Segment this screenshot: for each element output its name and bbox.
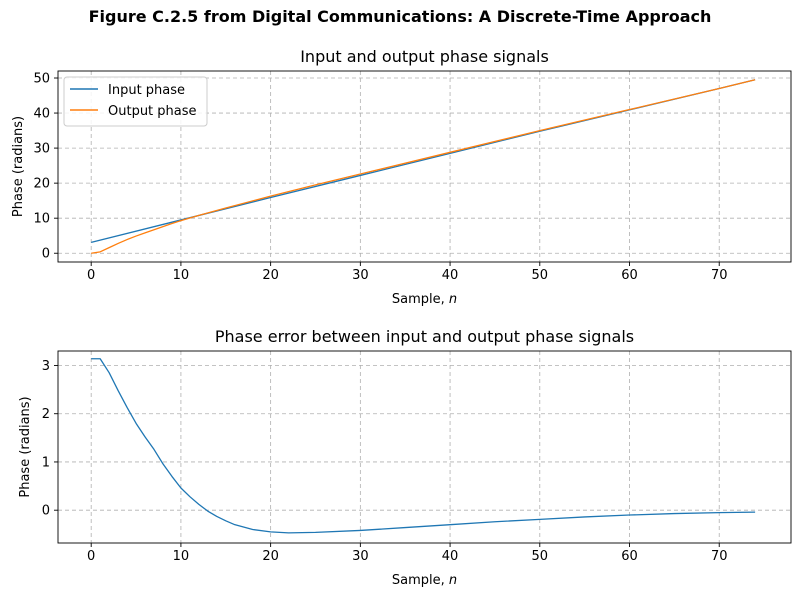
y-tick-label: 0 [42, 504, 50, 519]
y-tick-label: 1 [42, 455, 50, 470]
legend-label: Input phase [108, 83, 185, 98]
y-tick-label: 30 [33, 142, 50, 157]
legend-label: Output phase [108, 104, 197, 119]
y-tick-label: 40 [33, 107, 50, 122]
x-tick-label: 50 [532, 549, 549, 564]
y-axis-label: Phase (radians) [18, 396, 33, 497]
plot-1: 0 10 20 30 40 50 60 70 0 10 20 30 40 50 Input and outp… [11, 47, 792, 307]
x-tick-label: 0 [87, 268, 95, 283]
y-tick-label: 0 [42, 247, 50, 262]
x-tick-label: 10 [173, 268, 190, 283]
x-axis-label: Sample, n [392, 292, 457, 307]
y-tick-label: 2 [42, 407, 50, 422]
x-tick-label: 70 [711, 268, 728, 283]
figure-title: Figure C.2.5 from Digital Communications… [88, 7, 712, 26]
y-tick-label: 3 [42, 359, 50, 374]
x-tick-label: 60 [621, 549, 638, 564]
y-axis-label: Phase (radians) [11, 116, 26, 217]
y-tick-label: 50 [33, 72, 50, 87]
series-line-output-phase [91, 79, 756, 254]
axes-frame [57, 70, 792, 263]
axes-frame [57, 350, 792, 544]
x-tick-label: 30 [352, 268, 369, 283]
plot-2: 0 10 20 30 40 50 60 70 0 1 2 3 Phase error between i… [18, 327, 792, 588]
series-line-phase-error [91, 358, 756, 534]
x-tick-label: 50 [532, 268, 549, 283]
x-axis-label: Sample, n [392, 573, 457, 588]
x-tick-label: 10 [173, 549, 190, 564]
x-tick-label: 70 [711, 549, 728, 564]
x-tick-label: 20 [262, 549, 279, 564]
x-tick-label: 30 [352, 549, 369, 564]
plot-title: Input and output phase signals [300, 47, 549, 66]
legend: Input phase Output phase [63, 76, 208, 127]
y-tick-label: 10 [33, 212, 50, 227]
plot-title: Phase error between input and output pha… [215, 327, 634, 346]
x-tick-label: 40 [442, 549, 459, 564]
x-tick-label: 40 [442, 268, 459, 283]
legend-box [63, 76, 208, 127]
y-tick-label: 20 [33, 177, 50, 192]
x-tick-label: 0 [87, 549, 95, 564]
x-tick-label: 20 [262, 268, 279, 283]
x-tick-label: 60 [621, 268, 638, 283]
